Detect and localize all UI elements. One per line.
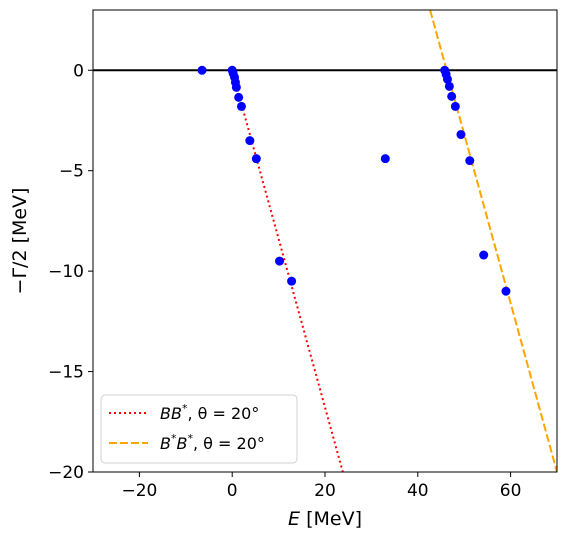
data-point	[287, 276, 297, 286]
y-axis-label: −Γ/2 [MeV]	[9, 188, 31, 295]
legend-label-0: BB*, θ = 20°	[160, 402, 259, 423]
x-tick-label: 20	[314, 481, 336, 501]
x-tick-label: −20	[121, 481, 157, 501]
y-tick-label: 0	[73, 61, 84, 81]
data-point	[465, 156, 475, 166]
data-point	[479, 250, 489, 260]
data-point	[380, 154, 390, 164]
data-point	[245, 136, 255, 146]
y-tick-label: −20	[48, 463, 84, 483]
data-point	[501, 286, 511, 296]
legend-box	[100, 394, 298, 464]
data-point	[442, 74, 452, 84]
x-tick-label: 0	[227, 481, 238, 501]
data-point	[450, 101, 460, 111]
x-tick-label: 60	[500, 481, 522, 501]
data-point	[456, 130, 466, 140]
x-tick-label: 40	[407, 481, 429, 501]
data-point	[231, 82, 241, 92]
legend-label-1: B*B*, θ = 20°	[160, 432, 265, 453]
y-tick-label: −10	[48, 262, 84, 282]
legend: BB*, θ = 20° B*B*, θ = 20°	[100, 394, 298, 464]
x-axis-label: E [MeV]	[288, 508, 362, 530]
data-point	[447, 91, 457, 101]
y-tick-label: −15	[48, 363, 84, 383]
data-point	[234, 92, 244, 102]
data-point	[197, 65, 207, 75]
data-point	[251, 154, 261, 164]
y-tick-label: −5	[59, 162, 84, 182]
data-point	[444, 81, 454, 91]
data-point	[275, 256, 285, 266]
data-point	[236, 101, 246, 111]
